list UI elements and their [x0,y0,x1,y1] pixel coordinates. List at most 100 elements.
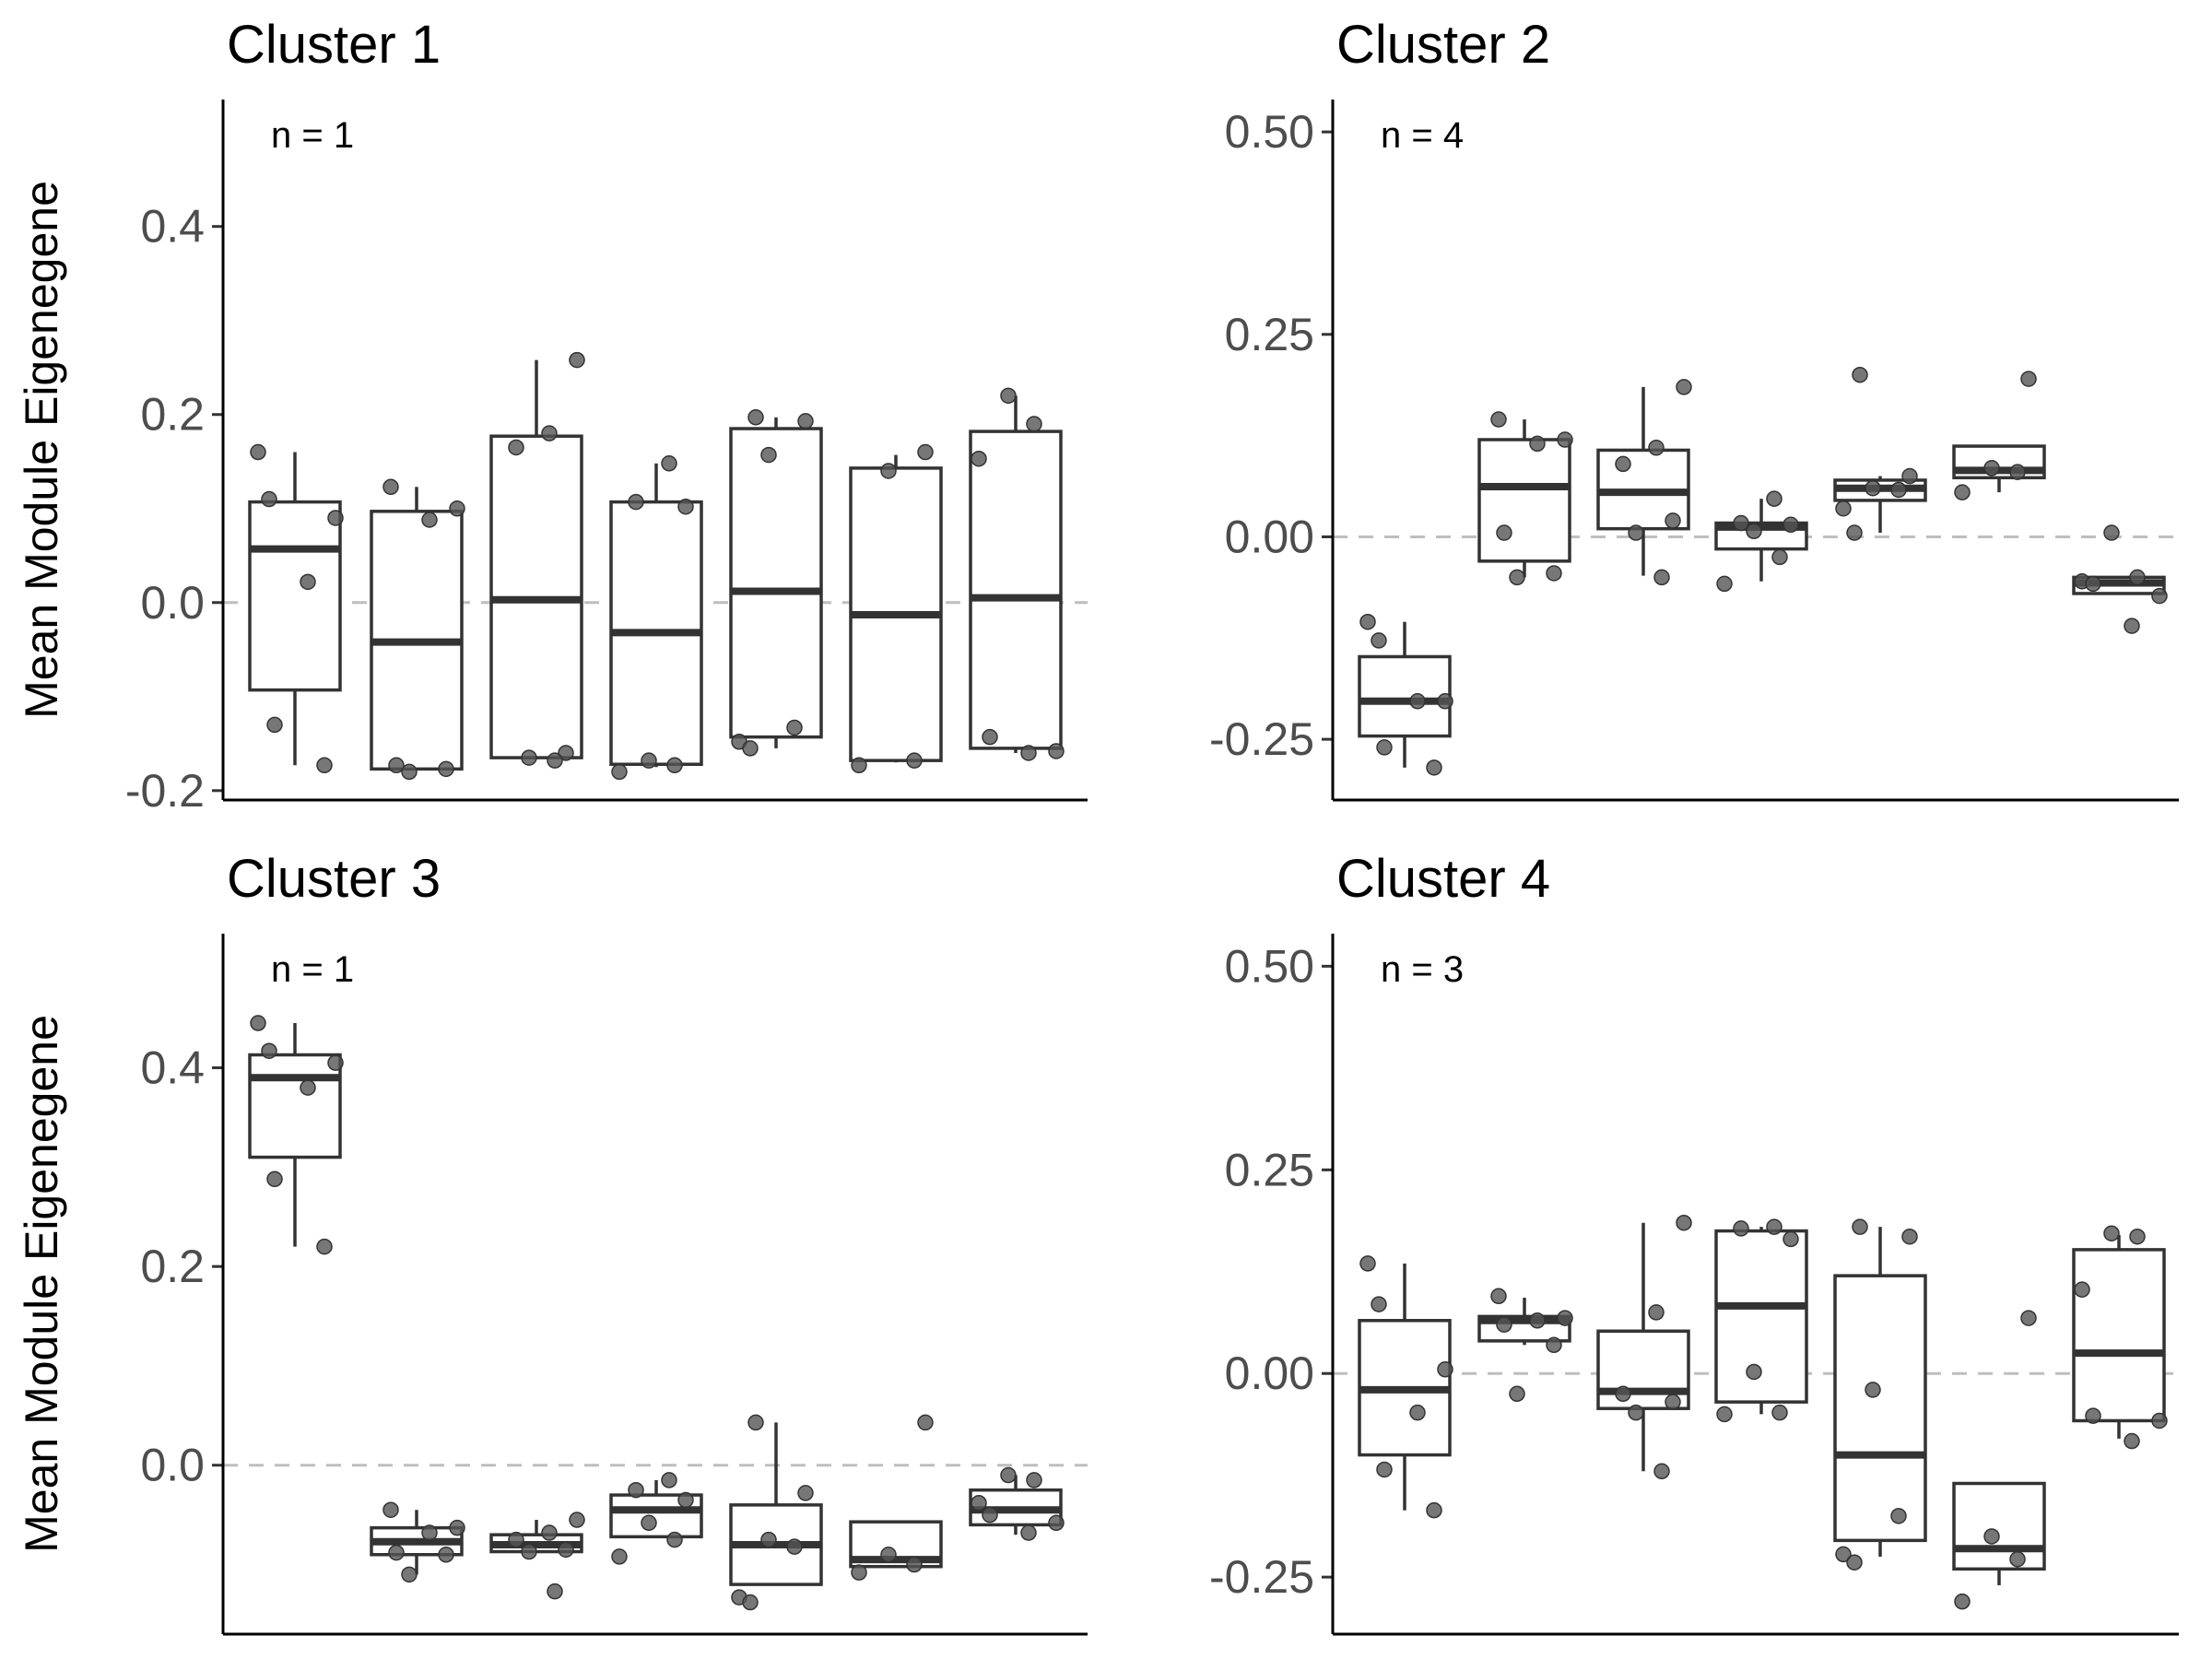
box-group-1 [248,1015,344,1255]
data-point [1615,455,1631,473]
data-point [1628,1404,1644,1421]
box-group-3 [489,351,585,769]
box-group-1 [1358,1255,1453,1519]
data-point [1771,1404,1788,1421]
data-point [250,1015,266,1031]
panel-3: Cluster 3 n = 1 0.0 0.2 0.4 Mean Module Eigen… [16,849,1088,1636]
data-point [1020,1524,1037,1541]
data-point [1665,512,1681,529]
data-point [2151,1412,2168,1430]
data-point [547,752,563,769]
data-point [1496,524,1512,541]
data-point [1846,1554,1863,1571]
box-group-1 [248,443,344,774]
data-point [558,745,574,761]
data-point [628,493,644,511]
iqr-box [1833,1274,1927,1543]
data-point [747,1414,764,1431]
data-point [569,1512,585,1528]
data-point [1766,490,1783,507]
data-point [786,1538,803,1555]
y-tick-label: 0.25 [1225,1144,1314,1195]
box-group-4 [609,1472,703,1565]
data-point [401,1566,418,1583]
box-group-5 [729,1414,823,1611]
data-point [1557,1310,1573,1326]
data-point [401,763,418,781]
data-point [1733,514,1749,532]
y-tick-label: 0.4 [140,201,205,253]
data-point [1490,411,1507,428]
data-point [1665,1394,1681,1410]
data-point [2103,1225,2120,1241]
iqr-box [2072,1248,2166,1423]
box-group-3 [489,1512,585,1600]
data-point [2151,587,2168,605]
data-point [1954,484,1971,500]
data-point [2009,1550,2026,1568]
data-point [449,500,465,517]
y-tick-label: -0.25 [1209,713,1314,765]
data-point [1359,1255,1376,1272]
box-group-5 [729,409,823,757]
data-point [1716,575,1733,593]
data-point [2124,1432,2140,1450]
box-group-6 [849,443,943,774]
y-axis-label: Mean Module Eigenegene [16,1015,67,1553]
iqr-box [1358,654,1452,738]
data-point [1653,1463,1670,1480]
sample-count-label: n = 4 [1381,115,1464,156]
data-point [1509,1385,1525,1403]
data-point [1000,387,1017,405]
data-point [1766,1218,1783,1235]
data-point [1648,440,1665,456]
box-group-6 [1952,371,2046,500]
box-group-4 [1714,490,1808,593]
y-tick-label: 0.0 [140,1440,205,1491]
data-point [677,498,694,515]
data-point [906,1556,923,1573]
box-group-4 [609,455,703,781]
data-point [1529,435,1546,453]
data-point [742,1594,759,1611]
data-point [1026,416,1042,432]
data-point [786,719,803,736]
data-point [1890,481,1907,499]
box-group-7 [969,387,1065,761]
panel-title: Cluster 1 [227,15,441,75]
data-point [611,763,628,781]
y-tick-label: 0.50 [1225,940,1314,992]
data-point [1409,1404,1426,1421]
data-point [917,1414,934,1431]
sample-count-label: n = 1 [271,949,354,990]
data-point [300,1079,316,1096]
data-point [880,1547,897,1563]
iqr-box [248,500,342,692]
data-point [1653,569,1670,586]
data-point [261,490,277,508]
data-point [1020,745,1037,761]
y-tick-label: 0.00 [1225,1347,1314,1399]
data-point [2020,371,2037,387]
data-point [1490,1288,1507,1305]
box-group-6 [1952,1310,2046,1610]
data-point [261,1042,277,1059]
data-point [316,1238,333,1255]
data-point [2129,1228,2146,1245]
data-point [327,1054,344,1071]
data-point [661,1472,677,1488]
data-point [382,478,399,496]
panel-1: Cluster 1 n = 1 -0.2 0.0 0.2 0.4 Mean Module E… [16,15,1088,817]
box-group-2 [370,478,465,781]
data-point [541,425,558,441]
data-point [1026,1472,1042,1488]
y-tick-label: -0.25 [1209,1551,1314,1603]
data-point [388,1544,405,1561]
box-group-3 [1596,1214,1692,1480]
y-tick-label: -0.2 [125,765,205,817]
data-point [1865,1382,1881,1398]
y-tick-label: 0.50 [1225,106,1314,158]
data-point [628,1481,644,1499]
data-point [1546,565,1562,582]
data-point [1746,523,1762,540]
